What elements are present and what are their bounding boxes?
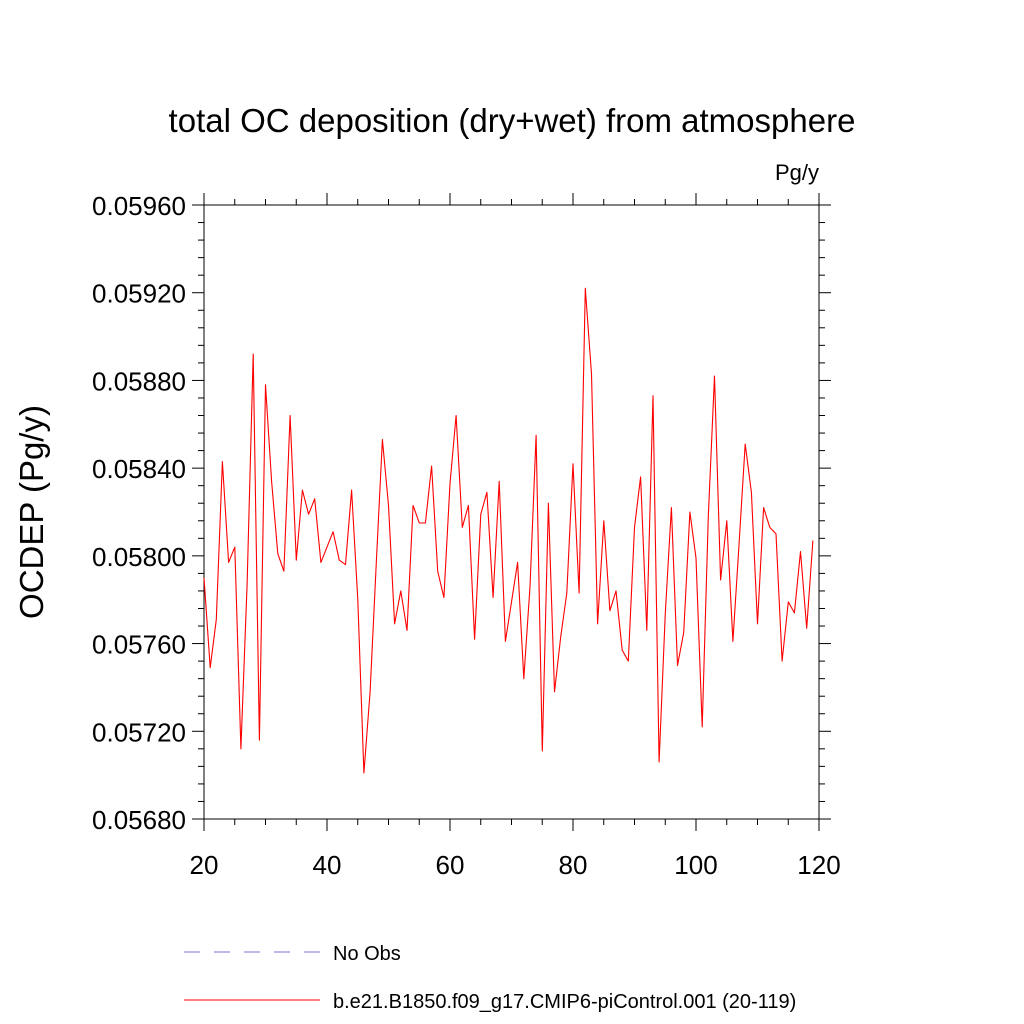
x-tick-label: 80 — [559, 850, 588, 880]
y-tick-label: 0.05960 — [92, 191, 186, 221]
x-axis-ticks: 20 40 60 80 100 120 — [190, 193, 841, 880]
y-axis-label: OCDEP (Pg/y) — [13, 405, 50, 619]
y-tick-label: 0.05840 — [92, 454, 186, 484]
y-tick-label: 0.05760 — [92, 630, 186, 660]
y-tick-label: 0.05680 — [92, 805, 186, 835]
y-axis-ticks: 0.05680 0.05720 0.05760 0.05800 0.05840 0.058… — [92, 191, 831, 835]
series-layer — [203, 287, 814, 774]
x-tick-label: 20 — [190, 850, 219, 880]
units-label: Pg/y — [775, 160, 819, 185]
x-tick-label: 120 — [797, 850, 840, 880]
x-tick-label: 40 — [313, 850, 342, 880]
legend: No Obs b.e21.B1850.f09_g17.CMIP6-piContro… — [184, 943, 796, 1013]
series-line — [203, 287, 814, 774]
y-tick-label: 0.05720 — [92, 717, 186, 747]
y-tick-label: 0.05800 — [92, 542, 186, 572]
y-tick-label: 0.05880 — [92, 366, 186, 396]
legend-label: No Obs — [333, 943, 401, 965]
x-tick-label: 60 — [436, 850, 465, 880]
y-tick-label: 0.05920 — [92, 279, 186, 309]
x-tick-label: 100 — [674, 850, 717, 880]
chart-title: total OC deposition (dry+wet) from atmos… — [169, 102, 856, 139]
legend-label: b.e21.B1850.f09_g17.CMIP6-piControl.001 … — [333, 991, 796, 1013]
plot-frame — [203, 204, 820, 820]
